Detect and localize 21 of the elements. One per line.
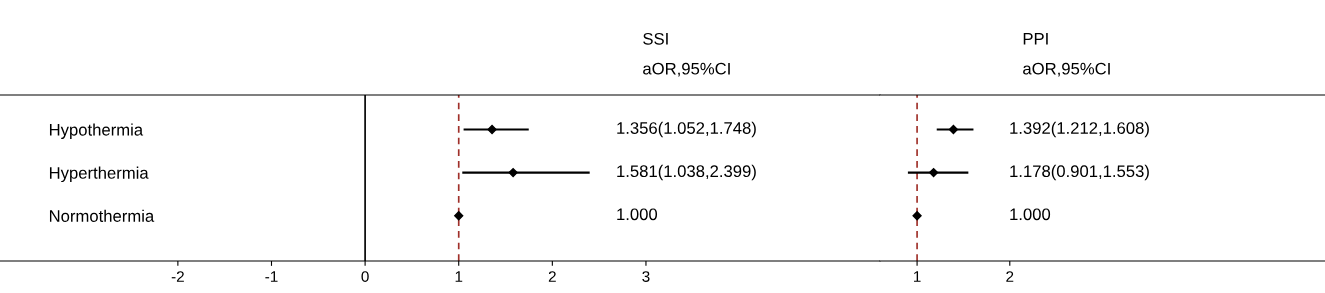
annotation: 1.392(1.212,1.608) [1010, 121, 1149, 138]
y-tick-label: Normothermia [49, 209, 155, 222]
x-tick-label: 2 [548, 271, 556, 282]
x-tick-label: -1 [265, 271, 278, 282]
x-tick-label: -2 [171, 271, 184, 282]
x-tick-label: 0 [361, 271, 369, 282]
annotation: 1.178(0.901,1.553) [1010, 164, 1149, 181]
y-tick-label: Hyperthermia [49, 166, 149, 183]
annotation: 1.000 [1010, 208, 1051, 221]
y-tick-label: Hypothermia [49, 123, 144, 139]
chart-title: PPI [1023, 33, 1048, 45]
annotation: 1.000 [617, 208, 658, 221]
x-tick-label: 1 [455, 271, 463, 282]
chart-subtitle: aOR,95%CI [643, 62, 730, 77]
annotation: 1.581(1.038,2.399) [617, 164, 756, 181]
annotation: 1.356(1.052,1.748) [617, 121, 756, 138]
x-tick-label: 1 [914, 271, 921, 282]
chart-subtitle: aOR,95%CI [1023, 62, 1110, 77]
chart-title: SSI [643, 32, 668, 45]
x-tick-label: 3 [642, 271, 650, 282]
x-tick-label: 2 [1006, 271, 1014, 282]
